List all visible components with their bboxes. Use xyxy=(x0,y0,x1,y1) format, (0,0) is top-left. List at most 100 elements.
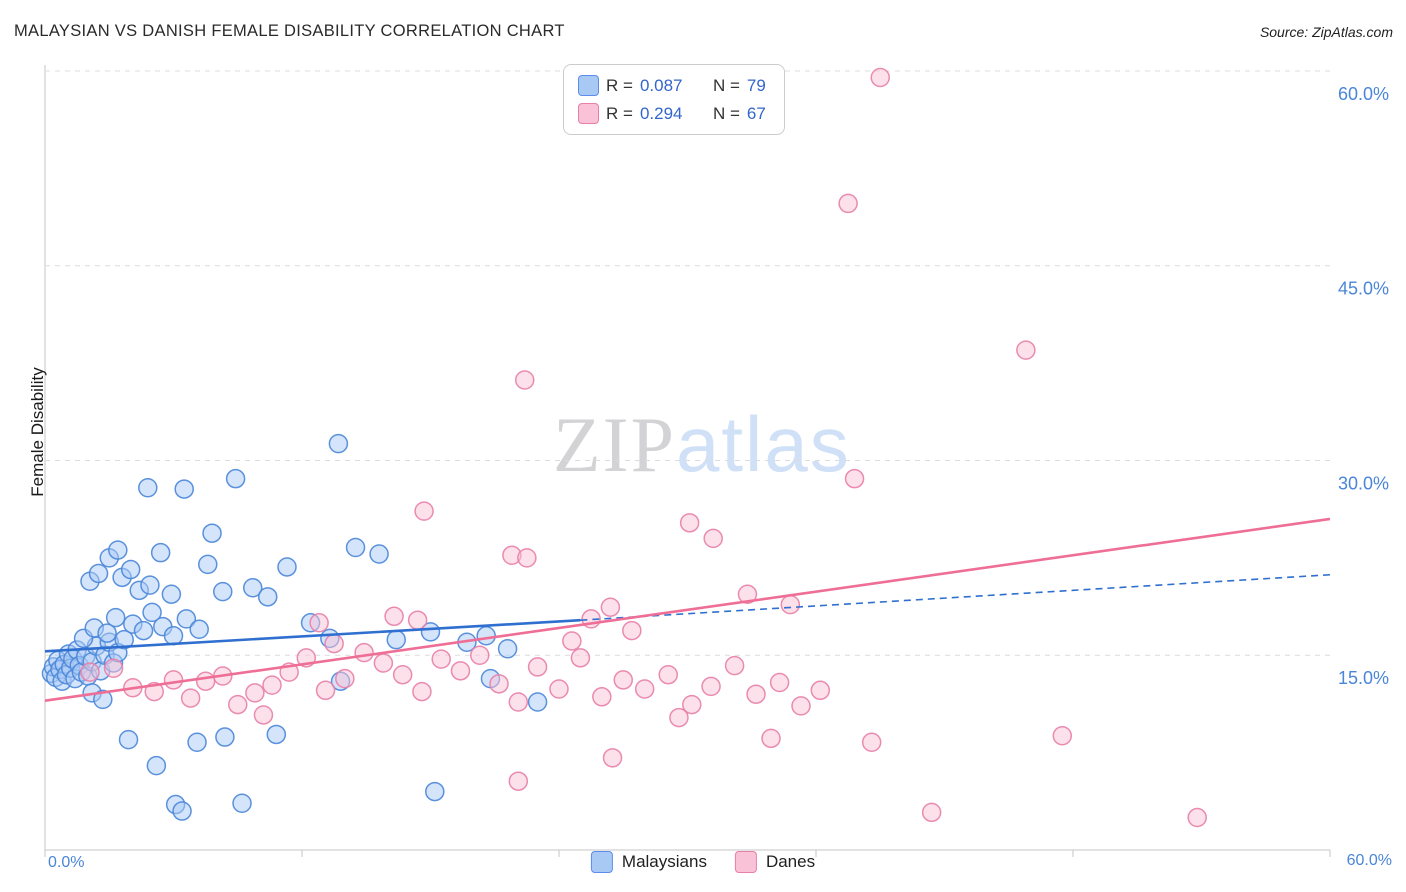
data-point-danes xyxy=(658,664,678,685)
watermark-zip-text: ZIP xyxy=(553,401,676,488)
data-point-danes xyxy=(634,679,655,699)
danes-r-label: R = xyxy=(606,103,633,123)
data-point-malaysians xyxy=(146,755,167,776)
data-point-malaysians xyxy=(105,607,126,628)
data-point-danes xyxy=(838,193,858,214)
malaysians-series-swatch xyxy=(590,851,613,873)
data-point-danes xyxy=(80,662,100,682)
legend-item-malaysians: Malaysians xyxy=(590,851,707,873)
data-point-danes xyxy=(602,748,623,768)
data-point-danes xyxy=(262,675,282,695)
data-point-malaysians xyxy=(476,626,496,646)
data-point-malaysians xyxy=(425,781,445,802)
data-point-danes xyxy=(392,664,413,685)
data-point-danes xyxy=(592,687,612,707)
data-point-danes xyxy=(679,513,700,533)
data-point-danes xyxy=(613,670,633,690)
data-point-malaysians xyxy=(242,577,263,598)
data-point-malaysians xyxy=(118,729,139,750)
data-point-danes xyxy=(1187,807,1207,828)
trend-line-danes-solid xyxy=(44,517,1331,702)
chart-title: MALAYSIAN VS DANISH FEMALE DISABILITY CO… xyxy=(14,22,565,40)
trend-line-malaysians-dashed xyxy=(580,573,1331,621)
data-point-danes xyxy=(470,645,490,665)
data-point-danes xyxy=(1052,725,1073,746)
data-point-malaysians xyxy=(138,478,158,498)
data-point-danes xyxy=(508,771,529,791)
data-point-danes xyxy=(703,528,723,549)
data-point-danes xyxy=(622,620,642,641)
data-point-malaysians xyxy=(88,563,109,584)
data-point-malaysians xyxy=(142,602,162,623)
data-point-danes xyxy=(527,657,548,677)
data-point-danes xyxy=(810,680,831,701)
data-point-malaysians xyxy=(114,629,134,650)
malaysians-r-label: R = xyxy=(606,75,633,95)
data-point-malaysians xyxy=(202,523,222,543)
data-point-danes xyxy=(682,694,702,715)
data-point-danes xyxy=(746,684,766,704)
data-point-malaysians xyxy=(172,801,192,821)
data-point-danes xyxy=(103,658,124,678)
data-point-danes xyxy=(407,610,428,630)
y-tick-label-15: 15.0% xyxy=(1338,668,1389,688)
malaysians-n-label: N = xyxy=(712,75,740,95)
data-point-danes xyxy=(870,67,890,88)
data-point-danes xyxy=(921,802,942,823)
data-point-malaysians xyxy=(257,587,278,607)
data-point-danes xyxy=(253,705,274,725)
data-point-malaysians xyxy=(266,724,287,745)
data-point-malaysians xyxy=(133,620,154,641)
data-point-malaysians xyxy=(232,793,252,814)
data-point-danes xyxy=(315,680,336,701)
danes-n-value: 67 xyxy=(746,103,766,123)
data-point-danes xyxy=(669,707,689,728)
legend-row-malaysians: R = 0.087 N = 79 xyxy=(578,75,766,96)
data-point-danes xyxy=(309,613,329,633)
data-point-malaysians xyxy=(189,619,209,640)
data-point-danes xyxy=(431,649,451,669)
data-point-malaysians xyxy=(369,544,389,564)
danes-series-swatch xyxy=(734,851,757,873)
source-attribution: Source: ZipAtlas.com xyxy=(1259,24,1393,40)
malaysians-n-value: 79 xyxy=(746,75,766,95)
data-point-malaysians xyxy=(150,542,171,563)
data-point-danes xyxy=(761,728,781,749)
data-point-malaysians xyxy=(386,629,406,650)
y-tick-label-60: 60.0% xyxy=(1338,84,1389,104)
y-tick-label-45: 45.0% xyxy=(1338,279,1389,299)
danes-n-label: N = xyxy=(712,103,740,123)
malaysians-r-value: 0.087 xyxy=(639,75,683,95)
legend-item-danes: Danes xyxy=(734,851,815,873)
data-point-malaysians xyxy=(345,537,366,558)
watermark-atlas-text: atlas xyxy=(676,400,851,488)
data-point-malaysians xyxy=(198,554,218,575)
data-point-danes xyxy=(163,670,184,690)
data-point-malaysians xyxy=(225,468,246,489)
malaysians-series-label: Malaysians xyxy=(621,852,707,871)
data-point-danes xyxy=(180,688,201,708)
data-point-malaysians xyxy=(497,639,518,659)
data-point-malaysians xyxy=(328,433,349,454)
data-point-malaysians xyxy=(527,692,548,712)
data-point-malaysians xyxy=(176,609,197,629)
series-legend: Malaysians Danes xyxy=(590,851,815,873)
data-point-malaysians xyxy=(97,623,117,643)
data-point-danes xyxy=(508,692,529,712)
data-point-malaysians xyxy=(174,479,194,499)
y-axis-title: Female Disability xyxy=(28,367,47,497)
data-point-danes xyxy=(780,594,801,615)
data-point-danes xyxy=(228,694,248,715)
trend-line-malaysians-solid xyxy=(44,618,581,653)
data-point-malaysians xyxy=(93,689,113,710)
data-point-danes xyxy=(324,633,344,654)
data-point-danes xyxy=(701,676,721,697)
legend-row-danes: R = 0.294 N = 67 xyxy=(578,103,766,124)
data-point-danes xyxy=(414,501,434,521)
data-point-malaysians xyxy=(161,584,182,604)
danes-r-value: 0.294 xyxy=(639,103,683,123)
data-point-malaysians xyxy=(215,727,235,747)
data-point-malaysians xyxy=(108,540,128,560)
